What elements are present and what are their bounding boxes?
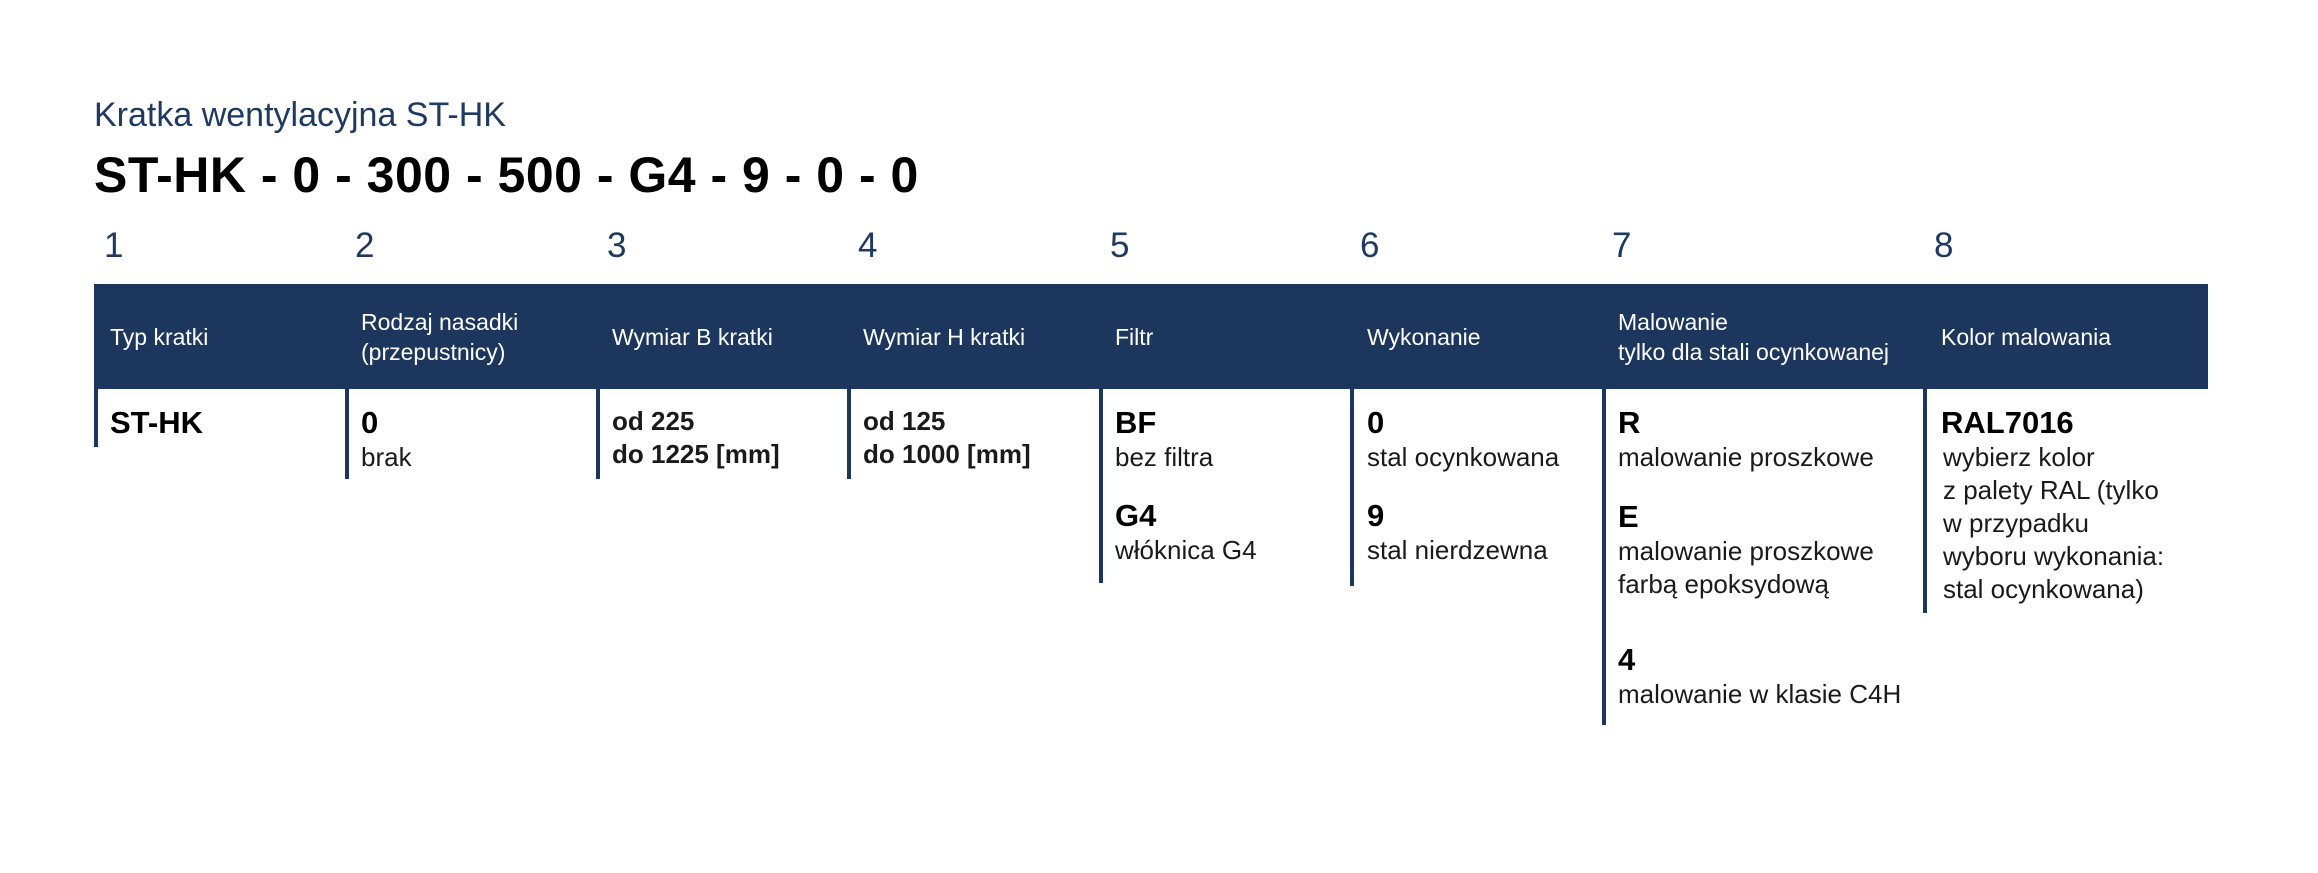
column-divider-1 <box>94 389 98 447</box>
column-number-8: 8 <box>1934 226 1954 265</box>
list-item: G4 włóknica G4 <box>1115 498 1257 567</box>
list-item: R malowanie proszkowe <box>1618 405 1901 499</box>
column-number-4: 4 <box>858 226 878 265</box>
column-divider-5 <box>1099 389 1103 583</box>
column-number-7: 7 <box>1612 226 1632 265</box>
column-number-2: 2 <box>355 226 375 265</box>
column-divider-3 <box>596 389 600 479</box>
column-number-1: 1 <box>104 226 124 265</box>
product-subtitle: Kratka wentylacyjna ST-HK <box>94 96 506 134</box>
option-description: malowanie proszkowe farbą epoksydową <box>1618 536 1874 599</box>
list-item: E malowanie proszkowe farbą epoksydową <box>1618 499 1901 642</box>
option-typ-kratki: ST-HK <box>110 405 203 441</box>
option-value: 0 <box>1367 405 1385 440</box>
option-description: stal ocynkowana <box>1367 442 1560 472</box>
option-value: 4 <box>1618 642 1636 677</box>
product-code: ST-HK - 0 - 300 - 500 - G4 - 9 - 0 - 0 <box>94 147 919 203</box>
column-divider-4 <box>847 389 851 479</box>
list-item: 0 stal ocynkowana <box>1367 405 1559 498</box>
column-divider-8 <box>1923 389 1927 613</box>
header-rodzaj-nasadki: Rodzaj nasadki (przepustnicy) <box>361 308 519 365</box>
column-divider-2 <box>345 389 349 479</box>
option-wymiar-h: od 125 do 1000 [mm] <box>863 405 1031 471</box>
option-value: ST-HK <box>110 405 203 440</box>
options-malowanie: R malowanie proszkowe E malowanie proszk… <box>1618 405 1901 711</box>
option-value: 9 <box>1367 498 1385 533</box>
list-item: 4 malowanie w klasie C4H <box>1618 642 1901 711</box>
header-filtr: Filtr <box>1115 323 1154 350</box>
header-typ-kratki: Typ kratki <box>110 323 209 350</box>
option-value: G4 <box>1115 498 1157 533</box>
column-divider-7 <box>1602 389 1606 725</box>
option-description: malowanie proszkowe <box>1618 442 1874 472</box>
range-max: do 1225 [mm] <box>612 439 780 469</box>
option-value: R <box>1618 405 1641 440</box>
option-description: włóknica G4 <box>1115 535 1257 565</box>
option-wymiar-b: od 225 do 1225 [mm] <box>612 405 780 471</box>
option-description: malowanie w klasie C4H <box>1618 679 1902 709</box>
range-min: od 125 <box>863 406 946 436</box>
option-value: RAL7016 <box>1941 405 2074 440</box>
options-filtr: BF bez filtra G4 włóknica G4 <box>1115 405 1257 567</box>
column-divider-6 <box>1350 389 1354 586</box>
range-max: do 1000 [mm] <box>863 439 1031 469</box>
option-rodzaj-nasadki: 0 brak <box>361 405 412 474</box>
column-number-6: 6 <box>1360 226 1380 265</box>
option-description: stal nierdzewna <box>1367 535 1548 565</box>
column-number-5: 5 <box>1110 226 1130 265</box>
header-band <box>94 284 2208 389</box>
option-value: E <box>1618 499 1639 534</box>
option-description: wybierz kolor z palety RAL (tylko w przy… <box>1943 442 2165 604</box>
option-value: BF <box>1115 405 1157 440</box>
list-item: 9 stal nierdzewna <box>1367 498 1559 567</box>
option-value: 0 <box>361 405 379 440</box>
header-wykonanie: Wykonanie <box>1367 323 1481 350</box>
header-malowanie: Malowanie tylko dla stali ocynkowanej <box>1618 308 1890 365</box>
list-item: BF bez filtra <box>1115 405 1257 498</box>
option-description: bez filtra <box>1115 442 1214 472</box>
options-wykonanie: 0 stal ocynkowana 9 stal nierdzewna <box>1367 405 1559 567</box>
header-kolor-malowania: Kolor malowania <box>1941 323 2112 350</box>
option-kolor-malowania: RAL7016 wybierz kolor z palety RAL (tylk… <box>1941 405 2164 606</box>
option-description: brak <box>361 442 412 472</box>
column-number-3: 3 <box>607 226 627 265</box>
header-wymiar-h: Wymiar H kratki <box>863 323 1026 350</box>
header-wymiar-b: Wymiar B kratki <box>612 323 773 350</box>
range-min: od 225 <box>612 406 695 436</box>
